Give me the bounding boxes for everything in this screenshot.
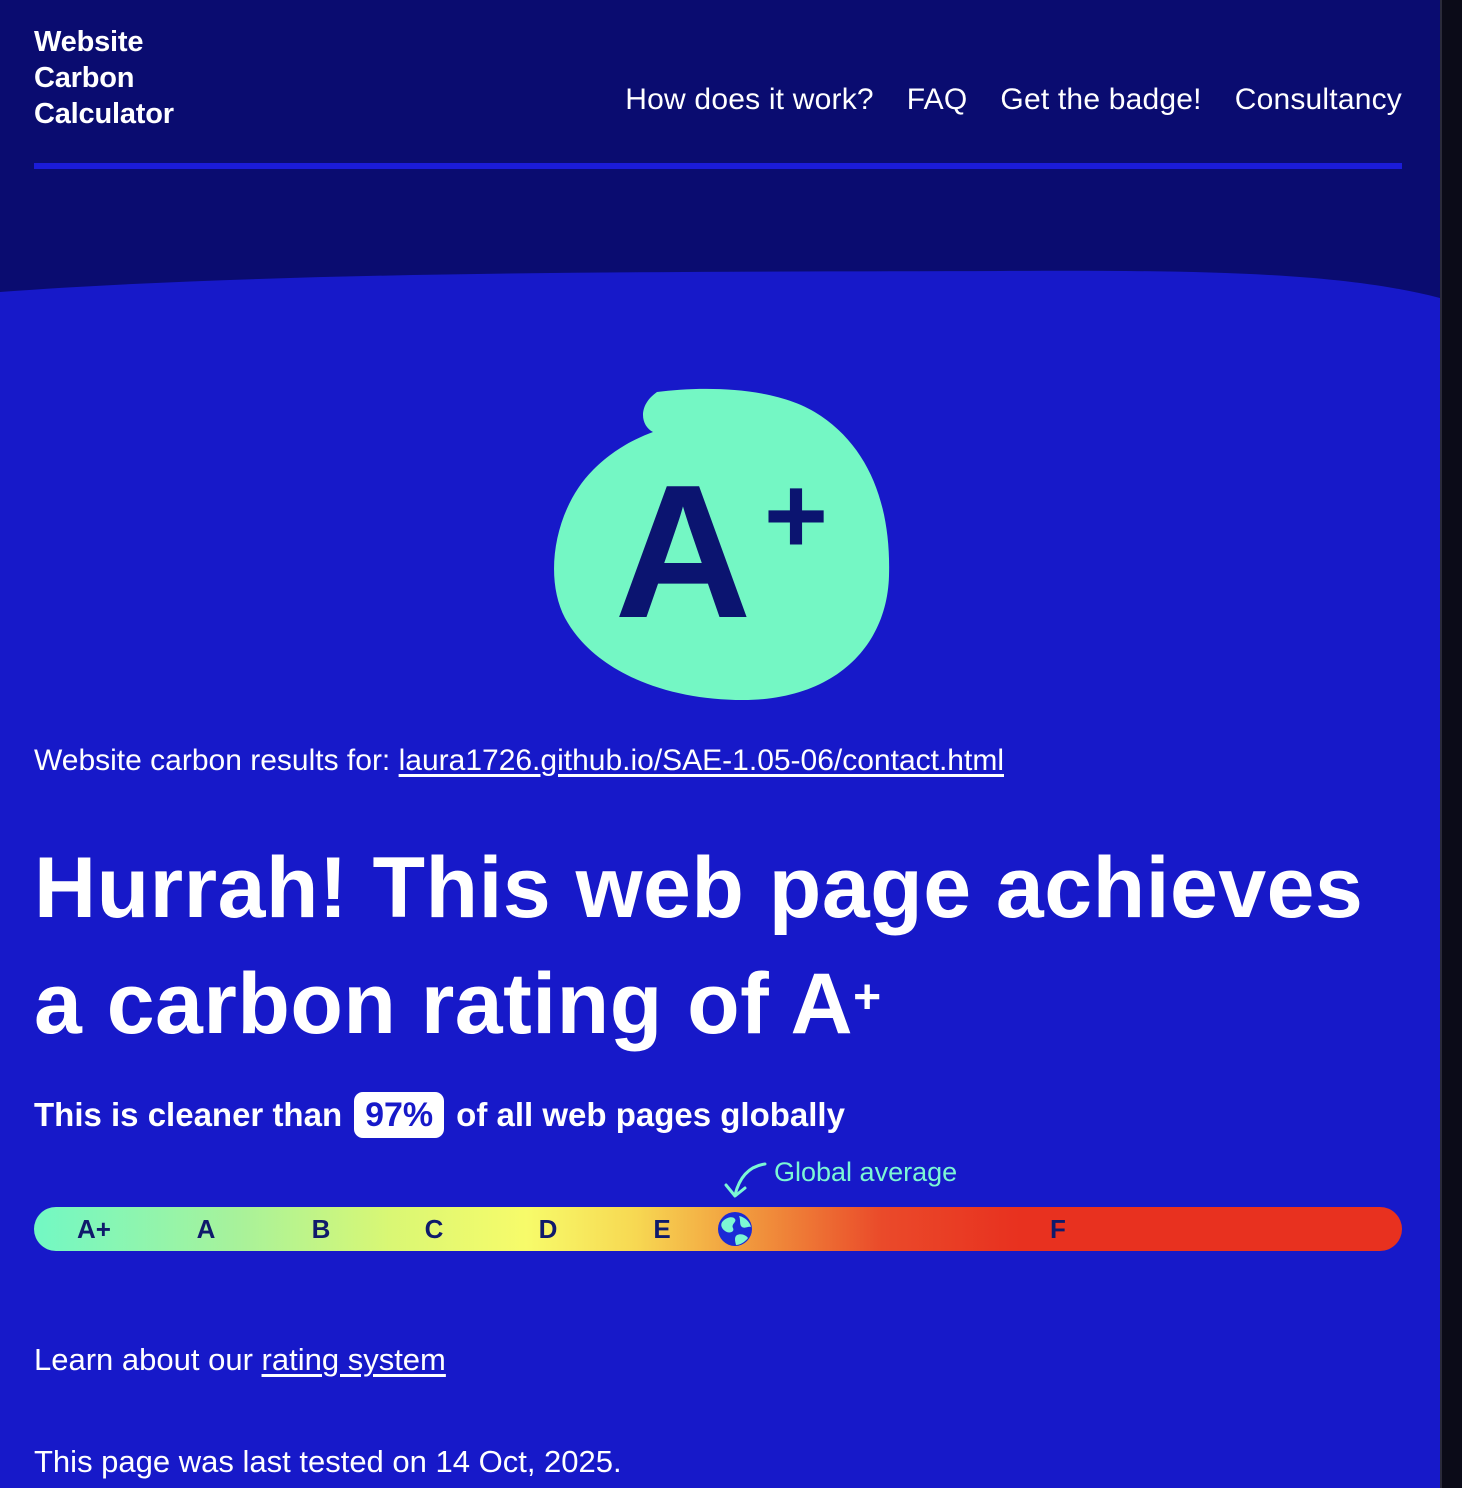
cleaner-before: This is cleaner than <box>34 1096 343 1133</box>
headline-modifier: + <box>853 971 882 1024</box>
scale-label-a: A <box>196 1214 216 1244</box>
nav-how-it-works[interactable]: How does it work? <box>625 83 874 116</box>
learn-prefix: Learn about our <box>34 1342 253 1377</box>
nav-consultancy[interactable]: Consultancy <box>1234 83 1402 116</box>
scale-label-c: C <box>424 1214 444 1244</box>
window-edge <box>1440 0 1462 1488</box>
cleaner-statement: This is cleaner than 97% of all web page… <box>34 1090 845 1140</box>
grade-modifier: + <box>764 454 828 577</box>
scale-label-d: D <box>538 1214 558 1244</box>
scale-label-a-plus: A+ <box>77 1214 111 1244</box>
curved-arrow-icon <box>724 1162 767 1198</box>
scale-label-e: E <box>653 1214 671 1244</box>
rating-headline: Hurrah! This web page achieves a carbon … <box>34 830 1414 1062</box>
grade-badge: A + <box>554 388 890 700</box>
global-average-label: Global average <box>774 1157 958 1187</box>
results-prefix: Website carbon results for: <box>34 744 391 777</box>
nav-faq[interactable]: FAQ <box>906 83 968 116</box>
site-header: Website Carbon Calculator How does it wo… <box>0 0 1440 310</box>
main-nav: How does it work? FAQ Get the badge! Con… <box>625 80 1402 120</box>
globe-icon <box>718 1212 752 1246</box>
cleaner-after: of all web pages globally <box>456 1096 845 1133</box>
headline-text: Hurrah! This web page achieves a carbon … <box>34 840 1364 1052</box>
nav-get-badge[interactable]: Get the badge! <box>1000 83 1202 116</box>
last-tested-text: This page was last tested on 14 Oct, 202… <box>34 1444 622 1479</box>
header-divider <box>34 163 1402 169</box>
header-wave-background <box>0 0 1440 298</box>
scale-label-b: B <box>311 1214 331 1244</box>
learn-rating-line: Learn about our rating system <box>34 1338 446 1382</box>
scale-label-f: F <box>1050 1214 1066 1244</box>
cleaner-percent-badge: 97% <box>354 1092 445 1138</box>
rating-scale-bar: A+ A B C D E F <box>34 1207 1402 1251</box>
grade-letter: A <box>614 446 751 658</box>
rating-system-link[interactable]: rating system <box>261 1342 446 1377</box>
grade-blob-shape <box>554 388 890 700</box>
site-logo[interactable]: Website Carbon Calculator <box>34 26 174 130</box>
results-for-line: Website carbon results for: laura1726.gi… <box>34 740 1004 782</box>
results-url-link[interactable]: laura1726.github.io/SAE-1.05-06/contact.… <box>398 744 1004 777</box>
